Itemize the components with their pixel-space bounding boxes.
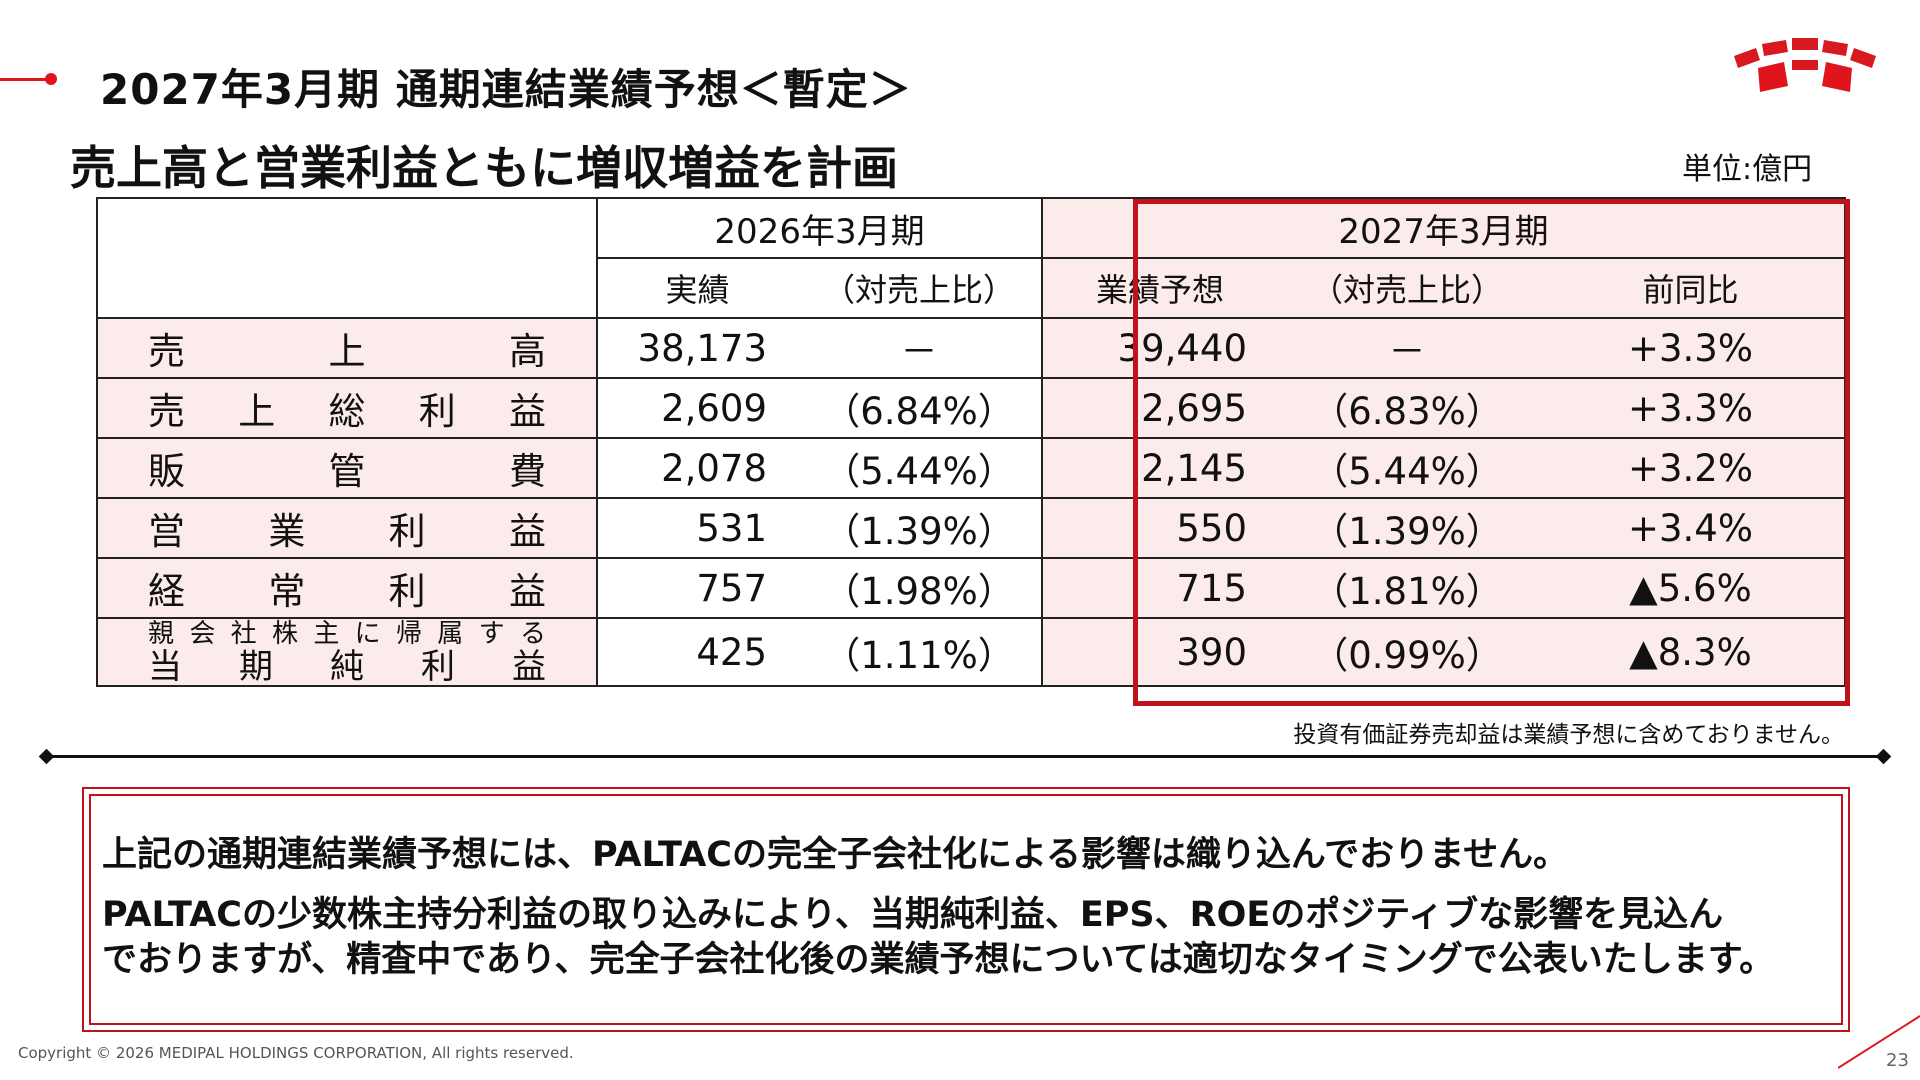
- table-row: 販管費 2,078 （5.44%） 2,145 （5.44%） +3.2%: [96, 437, 1846, 499]
- row-label-net-sales: 売上高: [148, 330, 546, 373]
- header-ratio-2026: （対売上比）: [797, 257, 1044, 319]
- row-label-net-income: 親会社株主に帰属する 当期純利益: [96, 617, 598, 687]
- cell-actual: 757: [596, 557, 797, 619]
- cell-ratio-2027: （0.99%）: [1277, 617, 1538, 687]
- company-logo: [1734, 38, 1876, 92]
- cell-yoy: +3.3%: [1537, 317, 1846, 379]
- cell-forecast: 715: [1041, 557, 1278, 619]
- cell-forecast: 550: [1041, 497, 1278, 559]
- cell-yoy: ▲5.6%: [1537, 557, 1846, 619]
- footnote: 投資有価証券売却益は業績予想に含めておりません。: [1293, 722, 1844, 748]
- cell-yoy: +3.3%: [1537, 377, 1846, 439]
- row-label-ordinary-profit: 経常利益: [148, 570, 546, 613]
- header-forecast: 業績予想: [1041, 257, 1278, 319]
- table-row: 売上総利益 2,609 （6.84%） 2,695 （6.83%） +3.3%: [96, 377, 1846, 439]
- row-label-operating-profit: 営業利益: [148, 510, 546, 553]
- cell-actual: 2,078: [596, 437, 797, 499]
- header-period-2027: 2027年3月期: [1041, 197, 1846, 259]
- page-subtitle: 売上高と営業利益ともに増収増益を計画: [70, 141, 898, 195]
- header-accent-dot: [45, 73, 57, 85]
- page-number: 23: [1886, 1050, 1909, 1071]
- row-label-gross-profit: 売上総利益: [148, 390, 546, 433]
- cell-actual: 531: [596, 497, 797, 559]
- cell-forecast: 2,145: [1041, 437, 1278, 499]
- cell-forecast: 39,440: [1041, 317, 1278, 379]
- cell-yoy: ▲8.3%: [1537, 617, 1846, 687]
- table-row: 親会社株主に帰属する 当期純利益 425 （1.11%） 390 （0.99%）…: [96, 617, 1846, 687]
- cell-ratio-2026: （6.84%）: [797, 377, 1044, 439]
- cell-ratio-2026: －: [797, 317, 1044, 379]
- header-ratio-2027: （対売上比）: [1277, 257, 1538, 319]
- forecast-table: 2026年3月期 2027年3月期 実績 （対売上比） 業績予想 （対売上比） …: [96, 197, 1846, 703]
- cell-forecast: 2,695: [1041, 377, 1278, 439]
- cell-yoy: +3.2%: [1537, 437, 1846, 499]
- cell-ratio-2026: （5.44%）: [797, 437, 1044, 499]
- header-actual: 実績: [596, 257, 797, 319]
- cell-actual: 425: [596, 617, 797, 687]
- note-line: PALTACの少数株主持分利益の取り込みにより、当期純利益、EPS、ROEのポジ…: [102, 895, 1724, 935]
- cell-ratio-2026: （1.39%）: [797, 497, 1044, 559]
- cell-ratio-2027: （1.39%）: [1277, 497, 1538, 559]
- header-period-2026: 2026年3月期: [595, 197, 1044, 259]
- cell-actual: 38,173: [596, 317, 797, 379]
- cell-ratio-2027: －: [1277, 317, 1538, 379]
- note-line: でおりますが、精査中であり、完全子会社化後の業績予想については適切なタイミングで…: [102, 940, 1775, 980]
- table-corner-cell: [96, 197, 598, 319]
- divider-end-marker: [38, 748, 55, 765]
- cell-ratio-2027: （5.44%）: [1277, 437, 1538, 499]
- table-row: 売上高 38,173 － 39,440 － +3.3%: [96, 317, 1846, 379]
- cell-ratio-2026: （1.98%）: [797, 557, 1044, 619]
- header-accent-line: [0, 78, 52, 81]
- copyright: Copyright © 2026 MEDIPAL HOLDINGS CORPOR…: [18, 1044, 574, 1062]
- header-yoy: 前同比: [1537, 257, 1846, 319]
- note-box: [82, 787, 1850, 1032]
- section-divider: [46, 755, 1884, 758]
- page-title: 2027年3月期 通期連結業績予想＜暫定＞: [100, 65, 912, 114]
- row-label-sga: 販管費: [148, 450, 546, 493]
- unit-label: 単位:億円: [1682, 152, 1813, 187]
- divider-end-marker: [1875, 748, 1892, 765]
- cell-yoy: +3.4%: [1537, 497, 1846, 559]
- table-row: 営業利益 531 （1.39%） 550 （1.39%） +3.4%: [96, 497, 1846, 559]
- corner-decoration: [1838, 1015, 1920, 1069]
- cell-ratio-2027: （6.83%）: [1277, 377, 1538, 439]
- cell-forecast: 390: [1041, 617, 1278, 687]
- cell-ratio-2027: （1.81%）: [1277, 557, 1538, 619]
- table-row: 経常利益 757 （1.98%） 715 （1.81%） ▲5.6%: [96, 557, 1846, 619]
- cell-ratio-2026: （1.11%）: [797, 617, 1044, 687]
- cell-actual: 2,609: [596, 377, 797, 439]
- note-line: 上記の通期連結業績予想には、PALTACの完全子会社化による影響は織り込んでおり…: [102, 835, 1569, 875]
